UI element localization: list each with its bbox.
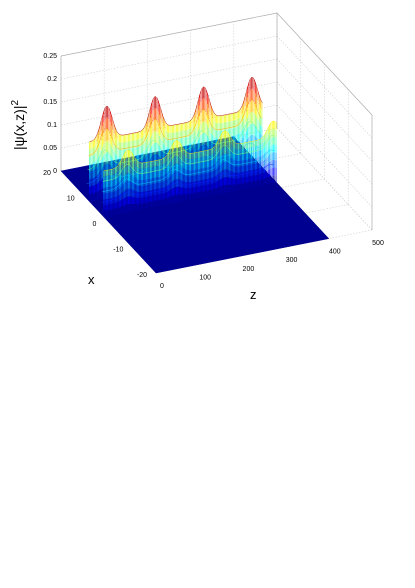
mesh-contour: [103, 120, 277, 172]
x-tick-label: 10: [67, 196, 75, 203]
grid-line: [276, 58, 373, 162]
box-edge: [60, 12, 278, 57]
x-tick-label: -10: [113, 247, 123, 254]
grid-line: [276, 35, 373, 139]
grid-line: [276, 104, 373, 208]
amplitude-axis-label-main: |ψ(x,z)|: [11, 106, 27, 150]
grid-line: [276, 127, 373, 231]
mesh-contour: [89, 77, 263, 143]
beam-surfaces: [86, 77, 277, 217]
z-tick-label: 400: [329, 249, 341, 256]
x-tick-label: 20: [43, 170, 51, 177]
grid-line: [60, 35, 278, 80]
beam-surface: [100, 120, 277, 217]
z-tick-label: 300: [286, 257, 298, 264]
z-tick-label: 200: [243, 266, 255, 273]
mesh-contour: [101, 149, 275, 193]
z-axis-ticks: 0 100 200 300 400 500: [160, 240, 384, 290]
z-axis-label: z: [250, 287, 257, 302]
grid-line: [276, 81, 373, 185]
amplitude-tick-label: 0: [53, 168, 57, 175]
amplitude-axis-label-sup: 2: [10, 100, 21, 106]
amplitude-axis-ticks: 0 0.05 0.1 0.15 0.2 0.25: [43, 53, 57, 175]
amplitude-tick-label: 0.15: [43, 99, 57, 106]
amplitude-tick-label: 0.25: [43, 53, 57, 60]
tick-labels: -20 -10 0 10 20 0 100 200 300 400 500 0 0.05 0.1 0.1…: [43, 53, 384, 290]
x-axis-ticks: -20 -10 0 10 20: [43, 170, 147, 279]
mesh-contour: [88, 98, 262, 156]
mesh-contour: [100, 164, 274, 203]
z-tick-label: 0: [160, 283, 164, 290]
mesh-contour: [102, 135, 276, 182]
amplitude-tick-label: 0.2: [47, 76, 57, 83]
amplitude-axis-label: |ψ(x,z)|2: [10, 100, 27, 150]
z-tick-label: 100: [199, 274, 211, 281]
amplitude-tick-label: 0.05: [43, 145, 57, 152]
x-tick-label: 0: [93, 221, 97, 228]
box-edge: [276, 12, 373, 116]
x-tick-label: -20: [137, 272, 147, 279]
grid-line: [60, 81, 278, 126]
amplitude-tick-label: 0.1: [47, 122, 57, 129]
z-tick-label: 500: [372, 240, 384, 247]
x-axis-label: x: [88, 272, 95, 287]
grid-line: [60, 58, 278, 103]
